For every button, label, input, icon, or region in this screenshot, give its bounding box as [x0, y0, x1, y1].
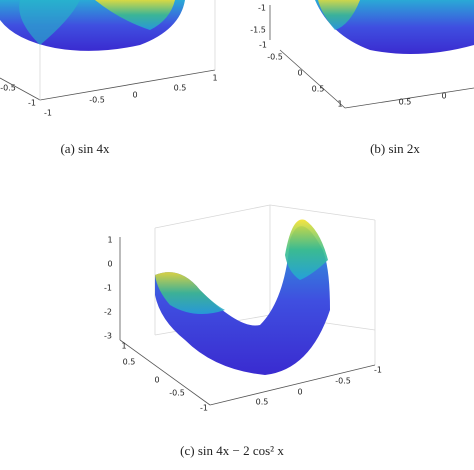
caption: (c) sin 4x − 2 cos² x	[180, 443, 284, 458]
tick-label: 0.5	[312, 85, 325, 94]
tick-label: 0.5	[256, 398, 269, 407]
tick-label: -1.5	[250, 26, 266, 35]
tick-label: -1	[28, 99, 36, 108]
tick-label: 0	[107, 260, 112, 269]
tick-label: -0.5	[335, 377, 351, 386]
tick-label: -1	[200, 404, 208, 413]
tick-label: 0	[297, 388, 302, 397]
tick-label: 0.5	[174, 84, 187, 93]
tick-label: -0.5	[0, 84, 16, 93]
tick-label: -1	[259, 41, 267, 50]
caption: (a) sin 4x	[60, 141, 110, 156]
tick-label: -3	[104, 332, 112, 341]
tick-label: 1	[337, 100, 342, 109]
tick-label: 0	[441, 92, 446, 101]
caption: (b) sin 2x	[370, 141, 420, 156]
tick-label: -1	[258, 4, 266, 13]
tick-label: -1	[44, 109, 52, 118]
tick-label: 0	[154, 376, 159, 385]
tick-label: -0.5	[169, 389, 185, 398]
tick-label: 1	[121, 342, 126, 351]
tick-label: 0.5	[399, 98, 412, 107]
surface-plot-b	[269, 0, 474, 109]
tick-label: 0	[132, 91, 137, 100]
tick-label: -1	[104, 284, 112, 293]
tick-label: 1	[107, 236, 112, 245]
tick-label: -0.5	[267, 53, 283, 62]
tick-label: -2	[104, 308, 112, 317]
tick-label: 0.5	[123, 358, 136, 367]
tick-label: 1	[212, 74, 217, 83]
tick-label: -0.5	[89, 96, 105, 105]
tick-label: 0	[297, 69, 302, 78]
surface-plot-c	[119, 204, 376, 406]
surface-plot-a	[0, 0, 216, 101]
tick-label: -1	[374, 366, 382, 375]
